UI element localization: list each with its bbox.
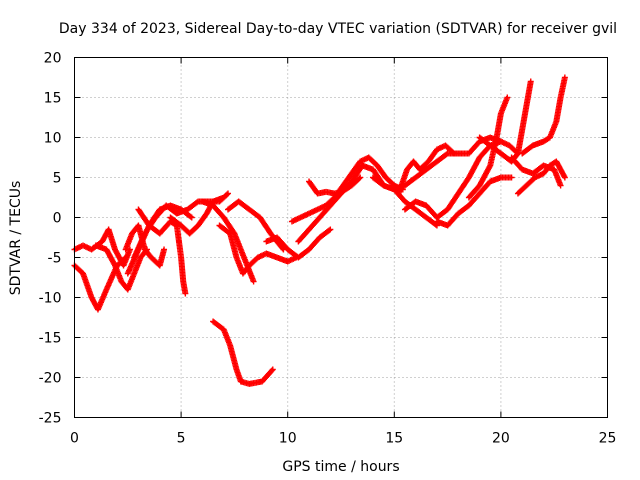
series-track-18 [395, 142, 457, 197]
x-tick-label: 0 [70, 431, 79, 447]
data-point-marker [220, 194, 227, 201]
x-tick-label: 25 [599, 431, 617, 447]
data-point-marker [223, 191, 230, 198]
data-point-marker [356, 175, 363, 182]
x-tick-label: 5 [177, 431, 186, 447]
y-tick-label: 20 [44, 51, 62, 67]
data-point-marker [326, 227, 333, 234]
y-tick-label: -20 [39, 371, 62, 387]
x-tick-label: 15 [385, 431, 403, 447]
data-point-marker [504, 94, 511, 101]
data-point-marker [269, 366, 276, 373]
series-track-10 [225, 198, 287, 253]
data-point-marker [187, 213, 194, 220]
chart-title: Day 334 of 2023, Sidereal Day-to-day VTE… [59, 21, 617, 37]
series-track-22 [476, 78, 534, 165]
y-tick-label: -25 [39, 411, 62, 427]
data-point-marker [225, 190, 232, 197]
x-axis-label: GPS time / hours [282, 459, 399, 475]
y-tick-label: -15 [39, 331, 62, 347]
data-point-marker [561, 174, 568, 181]
series-track-17 [369, 174, 440, 229]
x-tick-label: 10 [279, 431, 297, 447]
data-point-marker [561, 74, 568, 81]
data-point-marker [193, 199, 200, 206]
series-track-03 [92, 242, 150, 293]
data-point-marker [327, 226, 334, 233]
y-tick-label: 10 [44, 131, 62, 147]
data-point-marker [449, 149, 456, 156]
y-tick-label: 5 [53, 171, 62, 187]
y-tick-label: -5 [48, 251, 62, 267]
data-point-marker [161, 246, 168, 253]
y-tick-label: 15 [44, 91, 62, 107]
data-point-marker [508, 174, 515, 181]
y-axis-label: SDTVAR / TECUs [8, 181, 24, 296]
x-tick-label: 20 [492, 431, 510, 447]
series-track-12 [263, 226, 334, 261]
plot-frame [74, 57, 608, 418]
axis-ticks: 0 5 10 15 20 25 -25 -20 -15 -10 -5 0 5 10 15 20 [39, 51, 617, 447]
y-tick-label: 0 [53, 211, 62, 227]
data-point-marker [188, 214, 195, 221]
series-track-04 [122, 222, 168, 269]
data-points [71, 74, 568, 387]
data-point-marker [250, 278, 257, 285]
data-point-marker [443, 151, 450, 158]
data-point-marker [557, 182, 564, 189]
series-track-24 [514, 158, 568, 197]
series-track-25 [519, 74, 568, 157]
data-point-marker [182, 290, 189, 297]
series-track-07 [135, 206, 189, 297]
data-point-marker [450, 150, 457, 157]
series-track-20 [433, 174, 515, 229]
series-track-02 [71, 226, 133, 269]
data-point-marker [268, 367, 275, 374]
series-track-13 [210, 318, 276, 387]
y-tick-label: -10 [39, 291, 62, 307]
data-point-marker [527, 78, 534, 85]
data-point-marker [357, 174, 364, 181]
series-track-19 [401, 138, 521, 221]
